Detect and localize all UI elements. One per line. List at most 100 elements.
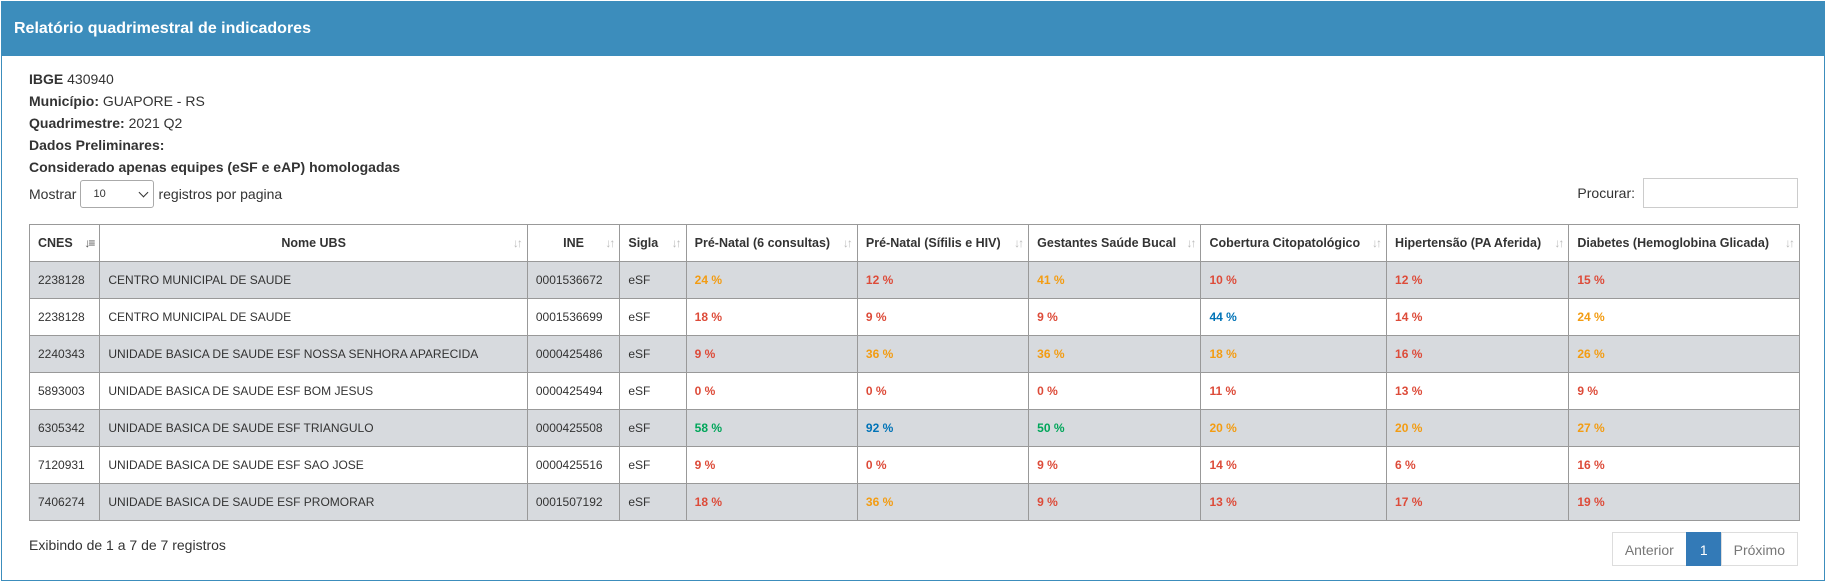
column-header-label: Sigla xyxy=(628,236,659,250)
column-header-prenatal-sifilis-hiv[interactable]: Pré-Natal (Sífilis e HIV) ↓↑ xyxy=(856,224,1030,262)
column-header-label: CNES xyxy=(38,236,73,250)
table-cell: 0 % xyxy=(1028,372,1202,410)
sort-icon: ↓↑ xyxy=(842,236,853,250)
table-cell: 2240343 xyxy=(28,335,101,373)
next-page-button[interactable]: Próximo xyxy=(1720,532,1798,566)
table-cell: 14 % xyxy=(1200,446,1388,484)
column-header-cobertura-citopatologico[interactable]: Cobertura Citopatológico ↓↑ xyxy=(1200,224,1388,262)
municipio-value: GUAPORE - RS xyxy=(102,93,205,109)
table-cell: 15 % xyxy=(1568,261,1800,299)
quadrimestre-label: Quadrimestre: xyxy=(29,115,125,131)
column-header-label: Pré-Natal (Sífilis e HIV) xyxy=(865,236,1001,250)
table-cell: 9 % xyxy=(685,446,858,484)
table-cell: 0 % xyxy=(856,446,1030,484)
table-cell: 16 % xyxy=(1386,335,1570,373)
table-row: 6305342 UNIDADE BASICA DE SAUDE ESF TRIAN… xyxy=(28,409,1800,447)
table-summary: Exibindo de 1 a 7 de 7 registros xyxy=(29,537,226,553)
table-cell: 14 % xyxy=(1386,298,1570,336)
sort-icon: ↓↑ xyxy=(671,236,682,250)
table-cell: 7406274 xyxy=(28,483,101,521)
column-header-label: INE xyxy=(563,236,585,250)
table-cell: 27 % xyxy=(1568,409,1800,447)
table-row: 5893003 UNIDADE BASICA DE SAUDE ESF BOM J… xyxy=(28,372,1800,410)
table-cell: 24 % xyxy=(685,261,858,299)
column-header-cnes[interactable]: CNES ↓≡ xyxy=(28,224,101,262)
sort-icon: ↓↑ xyxy=(1014,236,1024,250)
preliminares-line: Dados Preliminares: xyxy=(29,134,1798,156)
table-cell: eSF xyxy=(619,483,687,521)
prev-page-button[interactable]: Anterior xyxy=(1611,532,1687,566)
column-header-label: Pré-Natal (6 consultas) xyxy=(694,236,831,250)
column-header-label: Cobertura Citopatológico xyxy=(1209,236,1361,250)
table-cell: 17 % xyxy=(1386,483,1570,521)
table-cell: 2238128 xyxy=(28,261,101,299)
table-cell: 12 % xyxy=(856,261,1030,299)
length-select[interactable]: 10 xyxy=(80,180,155,208)
table-cell: 18 % xyxy=(1200,335,1388,373)
table-cell: 11 % xyxy=(1200,372,1388,410)
length-control: Mostrar 10 registros por pagina xyxy=(29,180,282,208)
table-cell: 36 % xyxy=(856,483,1030,521)
table-cell: UNIDADE BASICA DE SAUDE ESF PROMORAR xyxy=(99,483,528,521)
table-cell: 0000425516 xyxy=(526,446,621,484)
length-suffix: registros por pagina xyxy=(158,186,283,202)
table-cell: eSF xyxy=(619,261,687,299)
table-cell: eSF xyxy=(619,409,687,447)
table-body: 2238128 CENTRO MUNICIPAL DE SAUDE 00015366… xyxy=(28,261,1800,521)
table-cell: 9 % xyxy=(685,335,858,373)
table-cell: eSF xyxy=(619,372,687,410)
table-header-row: CNES ↓≡ Nome UBS ↓↑ INE ↓↑ Sigla ↓↑ Pré-Natal (6… xyxy=(28,224,1800,262)
table-cell: 26 % xyxy=(1568,335,1800,373)
table-cell: UNIDADE BASICA DE SAUDE ESF BOM JESUS xyxy=(99,372,528,410)
quadrimestre-value: 2021 Q2 xyxy=(128,115,183,131)
table-row: 2238128 CENTRO MUNICIPAL DE SAUDE 00015366… xyxy=(28,261,1800,299)
column-header-gestantes-saude-bucal[interactable]: Gestantes Saúde Bucal ↓↑ xyxy=(1028,224,1202,262)
table-footer: Exibindo de 1 a 7 de 7 registros Anterio… xyxy=(29,529,1798,569)
column-header-label: Nome UBS xyxy=(281,236,346,250)
column-header-ine[interactable]: INE ↓↑ xyxy=(526,224,621,262)
column-header-prenatal-consultas[interactable]: Pré-Natal (6 consultas) ↓↑ xyxy=(685,224,858,262)
table-cell: 36 % xyxy=(1028,335,1202,373)
search-control: Procurar: xyxy=(1577,178,1798,208)
table-controls: Mostrar 10 registros por pagina Procurar… xyxy=(29,178,1798,214)
column-header-sigla[interactable]: Sigla ↓↑ xyxy=(619,224,687,262)
table-cell: UNIDADE BASICA DE SAUDE ESF SAO JOSE xyxy=(99,446,528,484)
column-header-hipertensao-pa[interactable]: Hipertensão (PA Aferida) ↓↑ xyxy=(1386,224,1570,262)
quadrimestre-line: Quadrimestre: 2021 Q2 xyxy=(29,112,1798,134)
info-block: IBGE 430940 Município: GUAPORE - RS Quad… xyxy=(29,68,1798,178)
sort-icon: ↓↑ xyxy=(1372,236,1382,250)
sort-icon: ↓↑ xyxy=(1554,236,1564,250)
preliminares-label: Dados Preliminares: xyxy=(29,137,165,153)
ibge-line: IBGE 430940 xyxy=(29,68,1798,90)
table-cell: 13 % xyxy=(1386,372,1570,410)
table-cell: 2238128 xyxy=(28,298,101,336)
table-cell: eSF xyxy=(619,335,687,373)
sort-asc-icon: ↓≡ xyxy=(84,236,95,250)
table-cell: 0001536672 xyxy=(526,261,621,299)
search-input[interactable] xyxy=(1643,178,1798,208)
table-cell: 0000425486 xyxy=(526,335,621,373)
table-cell: UNIDADE BASICA DE SAUDE ESF NOSSA SENHOR… xyxy=(99,335,528,373)
table-cell: 18 % xyxy=(685,298,858,336)
table-cell: 20 % xyxy=(1200,409,1388,447)
table-cell: 44 % xyxy=(1200,298,1388,336)
table-row: 2240343 UNIDADE BASICA DE SAUDE ESF NOSSA… xyxy=(28,335,1800,373)
column-header-diabetes-hemoglobina[interactable]: Diabetes (Hemoglobina Glicada) ↓↑ xyxy=(1568,224,1800,262)
table-cell: 7120931 xyxy=(28,446,101,484)
table-cell: 6305342 xyxy=(28,409,101,447)
municipio-label: Município: xyxy=(29,93,99,109)
table-cell: 0001507192 xyxy=(526,483,621,521)
page-1-button[interactable]: 1 xyxy=(1685,532,1722,566)
table-cell: eSF xyxy=(619,446,687,484)
table-cell: eSF xyxy=(619,298,687,336)
table-cell: 50 % xyxy=(1028,409,1202,447)
table-row: 7120931 UNIDADE BASICA DE SAUDE ESF SAO J… xyxy=(28,446,1800,484)
table-cell: 0000425494 xyxy=(526,372,621,410)
table-cell: 9 % xyxy=(1028,446,1202,484)
table-row: 2238128 CENTRO MUNICIPAL DE SAUDE 00015366… xyxy=(28,298,1800,336)
column-header-nome-ubs[interactable]: Nome UBS ↓↑ xyxy=(99,224,528,262)
column-header-label: Gestantes Saúde Bucal xyxy=(1037,236,1177,250)
sort-icon: ↓↑ xyxy=(1785,236,1795,250)
table-cell: 5893003 xyxy=(28,372,101,410)
